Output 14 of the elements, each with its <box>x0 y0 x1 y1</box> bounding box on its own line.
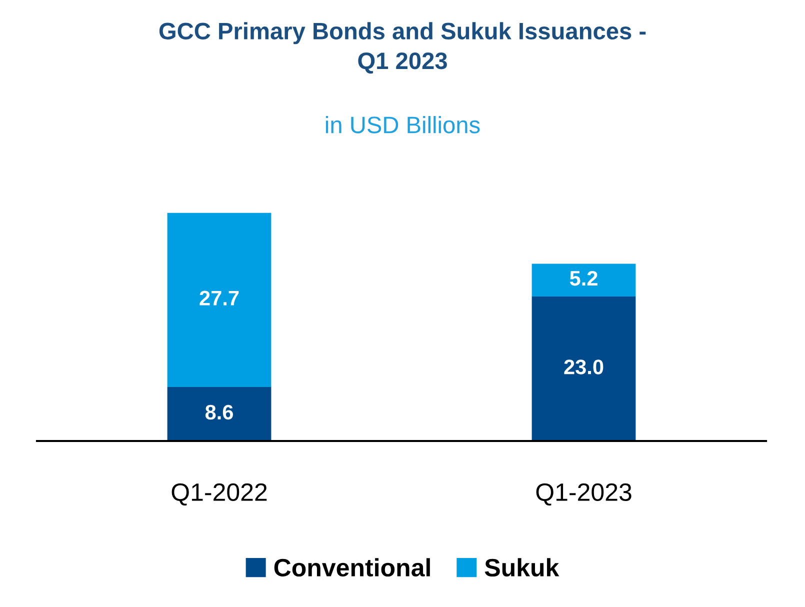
x-tick-label: Q1-2023 <box>536 483 632 506</box>
bar <box>532 296 636 441</box>
data-label: 5.2 <box>570 270 598 286</box>
chart-title: GCC Primary Bonds and Sukuk Issuances - Q1 2023 <box>159 22 646 74</box>
bar <box>532 264 636 296</box>
data-label: 8.6 <box>205 404 233 420</box>
chart-subtitle: in USD Billions <box>326 116 480 134</box>
bar <box>167 386 272 441</box>
data-label: 23.0 <box>564 360 604 374</box>
legend-label: Sukuk <box>484 558 560 577</box>
data-label: 27.7 <box>200 290 239 306</box>
x-tick-label: Q1-2022 <box>172 483 267 506</box>
bar <box>167 212 272 387</box>
legend-label: Conventional <box>274 558 430 577</box>
